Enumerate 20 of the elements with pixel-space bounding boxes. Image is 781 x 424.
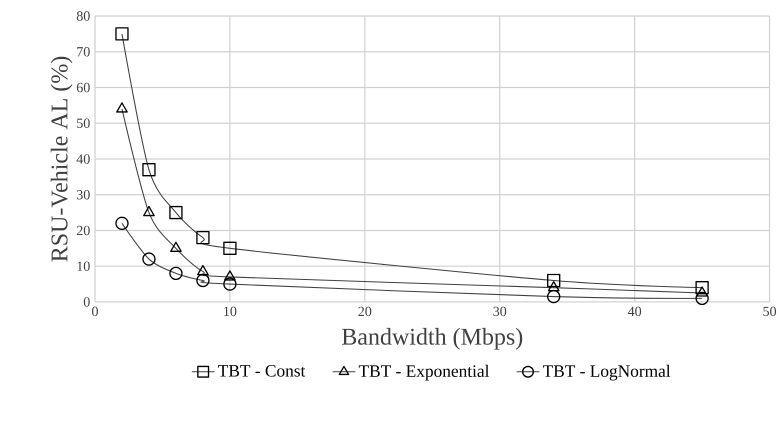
y-tick-label: 50 <box>77 118 90 128</box>
legend-label: TBT - Const <box>218 365 306 377</box>
x-tick-label: 20 <box>358 306 372 316</box>
y-tick-label: 40 <box>76 154 90 164</box>
x-tick-label: 0 <box>92 306 98 316</box>
y-axis-title: RSU-Vehicle AL (%) <box>50 56 72 262</box>
y-tick-label: 0 <box>84 297 90 307</box>
y-tick-label: 20 <box>76 226 90 236</box>
y-tick-label: 80 <box>76 11 90 21</box>
x-tick-label: 40 <box>628 306 642 316</box>
y-tick-label: 30 <box>76 190 90 200</box>
legend-label: TBT - Exponential <box>358 364 490 380</box>
legend-label: TBT - LogNormal <box>542 364 670 381</box>
x-tick-label: 30 <box>493 306 506 316</box>
x-tick-label: 10 <box>224 306 236 316</box>
x-tick-label: 50 <box>763 306 776 316</box>
y-tick-label: 70 <box>77 47 90 57</box>
x-axis-title: Bandwidth (Mbps) <box>342 328 522 350</box>
y-tick-label: 10 <box>78 262 90 271</box>
y-tick-label: 60 <box>76 82 90 92</box>
